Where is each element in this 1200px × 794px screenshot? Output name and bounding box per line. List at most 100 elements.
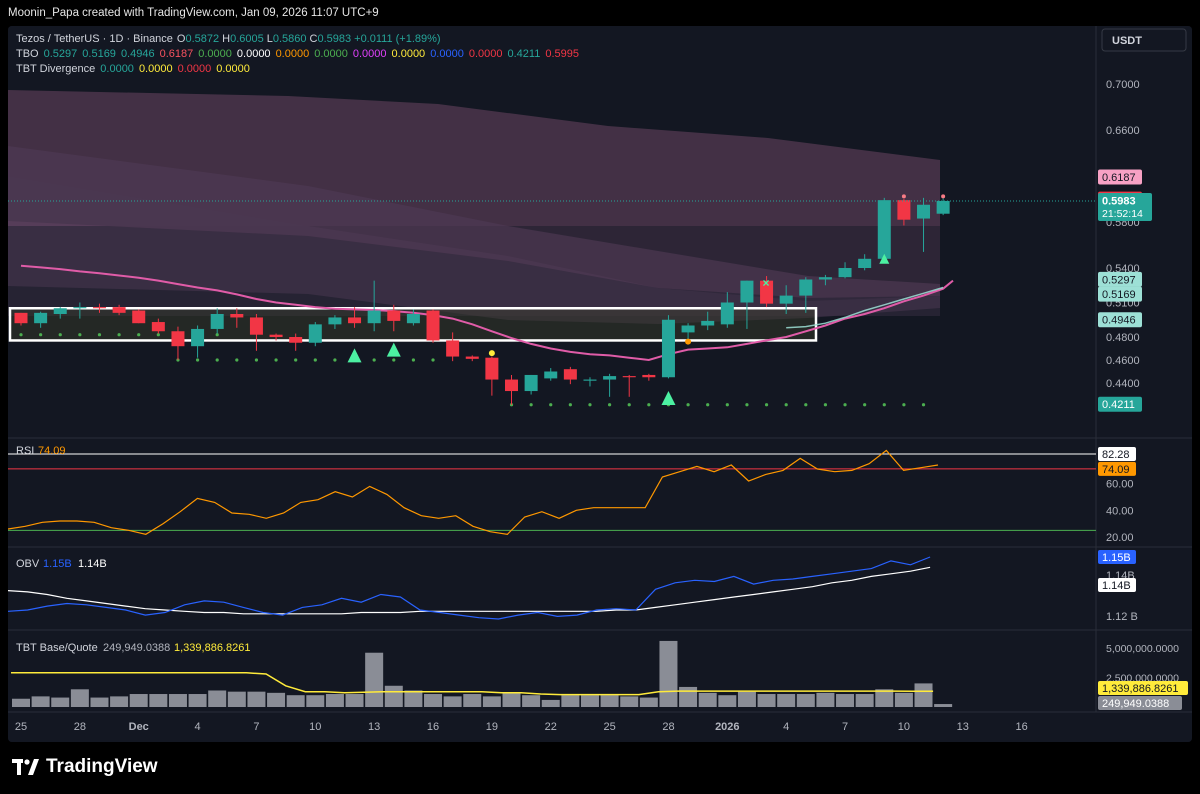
candle-up[interactable] bbox=[191, 325, 205, 358]
candle-up[interactable] bbox=[877, 197, 891, 260]
candle-up[interactable] bbox=[799, 277, 813, 313]
price-tag-label: 0.4946 bbox=[1102, 315, 1136, 327]
volume-bar bbox=[208, 690, 227, 707]
price-tick-label: 0.4600 bbox=[1106, 355, 1140, 367]
volume-bar bbox=[110, 696, 129, 707]
volume-bar bbox=[659, 640, 678, 707]
candle-up[interactable] bbox=[583, 377, 597, 387]
volume-bar bbox=[345, 694, 364, 707]
candle-up[interactable] bbox=[779, 285, 793, 314]
rsi-value-tag bbox=[1098, 461, 1136, 476]
support-dot bbox=[117, 333, 121, 337]
candle-up[interactable] bbox=[73, 302, 87, 319]
low-label: L bbox=[267, 33, 273, 45]
candle-down[interactable] bbox=[897, 199, 911, 226]
candle-up[interactable] bbox=[661, 315, 675, 379]
candle-up[interactable] bbox=[917, 197, 931, 252]
candle-down[interactable] bbox=[269, 333, 283, 341]
candle-up[interactable] bbox=[367, 280, 381, 332]
tradingview-logo-icon bbox=[12, 759, 39, 775]
tradingview-logo[interactable]: TradingView bbox=[12, 756, 158, 778]
candle-down[interactable] bbox=[563, 366, 577, 385]
price-tag bbox=[1098, 286, 1142, 302]
candle-down[interactable] bbox=[230, 308, 244, 328]
candle-body bbox=[446, 340, 460, 357]
candle-down[interactable] bbox=[642, 373, 656, 381]
currency-button[interactable]: USDT bbox=[1101, 28, 1187, 52]
volume-bar bbox=[463, 694, 482, 707]
candle-up[interactable] bbox=[210, 308, 224, 334]
volume-bar bbox=[639, 697, 658, 707]
candle-up[interactable] bbox=[603, 373, 617, 397]
candle-down[interactable] bbox=[249, 314, 263, 351]
volume-bar bbox=[855, 694, 874, 707]
candle-up[interactable] bbox=[681, 323, 695, 341]
candle-up[interactable] bbox=[720, 292, 734, 328]
candle-up[interactable] bbox=[328, 315, 342, 329]
candle-down[interactable] bbox=[289, 333, 303, 351]
candle-down[interactable] bbox=[112, 304, 126, 316]
candle-body bbox=[563, 369, 577, 380]
high-value: 0.6005 bbox=[230, 33, 264, 45]
candlesticks[interactable] bbox=[14, 197, 950, 405]
volume-bar bbox=[424, 694, 443, 707]
rsi-pane[interactable]: RSI 74.09 60.00 40.00 20.00 82.28 74.09 bbox=[8, 445, 1136, 544]
candle-up[interactable] bbox=[701, 311, 715, 331]
candle-down[interactable] bbox=[348, 307, 362, 328]
support-dot bbox=[627, 403, 631, 407]
candle-up[interactable] bbox=[308, 322, 322, 347]
support-dot bbox=[19, 333, 23, 337]
candle-down[interactable] bbox=[151, 318, 165, 334]
candle-down[interactable] bbox=[387, 304, 401, 332]
candle-down[interactable] bbox=[446, 332, 460, 362]
volume-bar bbox=[306, 695, 325, 707]
chart-area[interactable]: × RSI 74.09 60.00 40.00 20.00 82.28 74.09 OBV 1… bbox=[8, 26, 1192, 742]
candle-down[interactable] bbox=[622, 374, 636, 397]
candle-up[interactable] bbox=[858, 254, 872, 271]
candle-down[interactable] bbox=[132, 309, 146, 324]
candle-body bbox=[73, 307, 87, 309]
support-dot bbox=[706, 403, 710, 407]
high-label: H bbox=[222, 33, 230, 45]
obv-label: OBV bbox=[16, 558, 40, 570]
candle-down[interactable] bbox=[465, 355, 479, 362]
volume-bar bbox=[31, 696, 50, 707]
candle-down[interactable] bbox=[760, 276, 774, 308]
candle-up[interactable] bbox=[936, 198, 950, 216]
candle-up[interactable] bbox=[406, 309, 420, 326]
candle-body bbox=[151, 322, 165, 332]
support-dot bbox=[274, 358, 278, 362]
candle-down[interactable] bbox=[14, 312, 28, 326]
candle-up[interactable] bbox=[838, 262, 852, 279]
candle-down[interactable] bbox=[426, 309, 440, 343]
volume-base-value: 249,949.0388 bbox=[103, 642, 170, 654]
support-dot bbox=[294, 358, 298, 362]
candle-up[interactable] bbox=[524, 374, 538, 395]
volume-pane[interactable]: TBT Base/Quote 249,949.0388 1,339,886.8261… bbox=[11, 640, 1188, 710]
support-dot bbox=[686, 403, 690, 407]
candle-up[interactable] bbox=[740, 280, 754, 329]
candle-down[interactable] bbox=[505, 374, 518, 405]
candle-up[interactable] bbox=[34, 311, 48, 328]
candle-body bbox=[132, 310, 146, 324]
volume-bar bbox=[227, 691, 246, 707]
candle-up[interactable] bbox=[544, 368, 558, 381]
candle-body bbox=[524, 374, 538, 392]
tbo-label: TBO bbox=[16, 48, 39, 60]
candle-down[interactable] bbox=[92, 303, 106, 313]
support-dot bbox=[411, 358, 415, 362]
time-axis[interactable]: 25 28 Dec 4 7 10 13 16 19 22 25 28 2026 4 7 10 13 16 bbox=[15, 721, 1028, 733]
time-tick-label: 13 bbox=[957, 721, 969, 733]
candle-up[interactable] bbox=[818, 274, 832, 286]
candle-down[interactable] bbox=[171, 326, 185, 360]
price-tag bbox=[1098, 396, 1142, 412]
volume-bar bbox=[816, 692, 835, 707]
volume-bar bbox=[522, 695, 541, 707]
support-dot bbox=[863, 403, 867, 407]
candle-down[interactable] bbox=[485, 356, 499, 396]
volume-label: TBT Base/Quote bbox=[16, 642, 98, 654]
candle-up[interactable] bbox=[53, 307, 67, 319]
price-tag bbox=[1098, 271, 1142, 287]
